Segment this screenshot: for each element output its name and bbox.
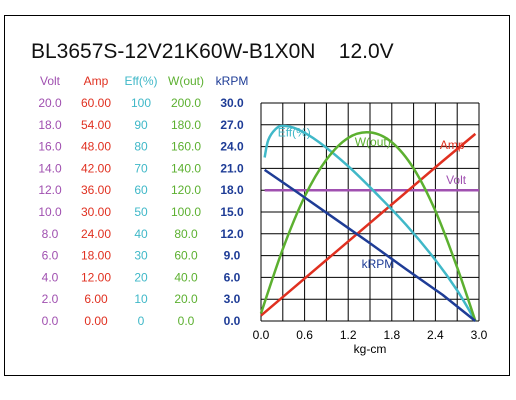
y-tick-label: 8.0 (42, 227, 59, 241)
y-tick-label: 0.0 (224, 314, 241, 328)
y-tick-label: 2.0 (42, 292, 59, 306)
y-tick-label: 12.00 (81, 270, 111, 284)
y-tick-label: 200.0 (171, 96, 201, 110)
y-tick-label: 70 (134, 161, 148, 175)
y-tick-label: 18.00 (81, 249, 111, 263)
axis-header: Amp (84, 74, 109, 88)
x-tick-label: 1.8 (383, 328, 400, 342)
y-tick-label: 50 (134, 205, 148, 219)
axis-header: Volt (40, 74, 61, 88)
y-tick-label: 3.0 (224, 292, 241, 306)
y-tick-label: 6.00 (84, 292, 108, 306)
y-tick-label: 36.00 (81, 183, 111, 197)
y-tick-label: 60 (134, 183, 148, 197)
y-tick-label: 100 (131, 96, 151, 110)
y-tick-label: 0 (138, 314, 145, 328)
y-tick-label: 20 (134, 270, 148, 284)
y-tick-label: 12.0 (38, 183, 62, 197)
x-axis-label: kg-cm (354, 342, 387, 356)
y-tick-label: 20.0 (38, 96, 62, 110)
y-tick-label: 10.0 (38, 205, 62, 219)
curves: Volt Amp Eff(%) W(out) kRPM (259, 124, 479, 322)
tick-labels: Volt 20.0 18.0 16.0 14.0 12.0 10.0 8.0 6.0 4.0 2.0… (38, 74, 487, 356)
y-tick-label: 100.0 (171, 205, 201, 219)
axis-header: W(out) (168, 74, 204, 88)
y-tick-label: 0.0 (42, 314, 59, 328)
y-tick-label: 60.00 (81, 96, 111, 110)
series-line (263, 168, 477, 322)
y-tick-label: 0.0 (178, 314, 195, 328)
y-tick-label: 15.0 (220, 205, 244, 219)
y-tick-label: 80.0 (174, 227, 198, 241)
series-line (263, 124, 477, 322)
x-tick-label: 0.0 (253, 328, 270, 342)
x-tick-label: 3.0 (471, 328, 488, 342)
y-tick-label: 30 (134, 249, 148, 263)
y-tick-label: 30.0 (220, 96, 244, 110)
y-tick-label: 9.0 (224, 249, 241, 263)
chart-frame (4, 15, 510, 376)
y-tick-label: 120.0 (171, 183, 201, 197)
y-tick-label: 14.0 (38, 161, 62, 175)
y-tick-label: 80 (134, 140, 148, 154)
y-tick-label: 48.00 (81, 140, 111, 154)
y-tick-label: 160.0 (171, 140, 201, 154)
y-tick-label: 140.0 (171, 161, 201, 175)
series-label: Volt (446, 173, 467, 187)
y-tick-label: 6.0 (42, 249, 59, 263)
y-tick-label: 40 (134, 227, 148, 241)
y-tick-label: 40.0 (174, 270, 198, 284)
y-tick-label: 24.00 (81, 227, 111, 241)
x-tick-label: 0.6 (296, 328, 313, 342)
x-tick-label: 2.4 (427, 328, 444, 342)
axis-header: kRPM (216, 74, 249, 88)
y-tick-label: 21.0 (220, 161, 244, 175)
y-tick-label: 6.0 (224, 270, 241, 284)
y-tick-label: 18.0 (38, 118, 62, 132)
series-label: W(out) (355, 135, 391, 149)
y-tick-label: 4.0 (42, 270, 59, 284)
y-tick-label: 16.0 (38, 140, 62, 154)
y-tick-label: 18.0 (220, 183, 244, 197)
y-tick-label: 0.00 (84, 314, 108, 328)
y-tick-label: 90 (134, 118, 148, 132)
y-tick-label: 20.0 (174, 292, 198, 306)
y-tick-label: 180.0 (171, 118, 201, 132)
y-tick-label: 30.00 (81, 205, 111, 219)
y-tick-label: 54.00 (81, 118, 111, 132)
y-tick-label: 24.0 (220, 140, 244, 154)
series-line (259, 131, 477, 322)
axis-header: Eff(%) (124, 74, 157, 88)
series-label: Amp (440, 138, 465, 152)
series-label: kRPM (362, 257, 395, 271)
y-tick-label: 27.0 (220, 118, 244, 132)
y-tick-label: 12.0 (220, 227, 244, 241)
x-tick-label: 1.2 (340, 328, 357, 342)
chart-title: BL3657S-12V21K60W-B1X0N 12.0V (31, 40, 394, 63)
series-label: Eff(%) (278, 125, 311, 139)
series-line (260, 132, 477, 317)
y-tick-label: 42.00 (81, 161, 111, 175)
y-tick-label: 10 (134, 292, 148, 306)
y-tick-label: 60.0 (174, 249, 198, 263)
